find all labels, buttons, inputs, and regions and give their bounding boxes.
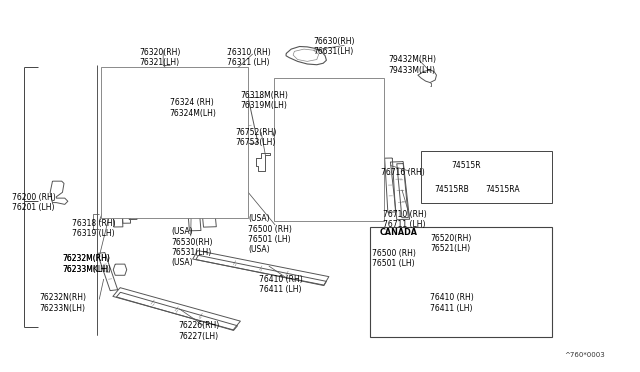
Text: 74515R: 74515R: [451, 161, 481, 170]
Text: 76200 (RH)
76201 (LH): 76200 (RH) 76201 (LH): [12, 193, 55, 212]
Text: 76232M(RH)
76233M(LH): 76232M(RH) 76233M(LH): [62, 254, 110, 274]
Text: 76630(RH)
76631(LH): 76630(RH) 76631(LH): [314, 37, 355, 56]
Bar: [421, 151, 552, 203]
Text: 76324 (RH)
76324M(LH): 76324 (RH) 76324M(LH): [170, 98, 216, 118]
Text: 76226(RH)
76227(LH): 76226(RH) 76227(LH): [178, 321, 219, 341]
Text: CANADA: CANADA: [380, 228, 417, 237]
Text: 79432M(RH)
79433M(LH): 79432M(RH) 79433M(LH): [388, 55, 436, 75]
Bar: [370, 227, 552, 337]
Bar: [101, 67, 248, 218]
Text: 74515RB: 74515RB: [434, 185, 468, 194]
Text: 76318 (RH)
76319 (LH): 76318 (RH) 76319 (LH): [72, 219, 115, 238]
Text: 76232N(RH)
76233N(LH): 76232N(RH) 76233N(LH): [40, 294, 86, 313]
Text: 76716 (RH): 76716 (RH): [381, 169, 424, 177]
Text: 76410 (RH)
76411 (LH): 76410 (RH) 76411 (LH): [430, 294, 474, 313]
Text: 76232M(RH)
76233MKLH): 76232M(RH) 76233MKLH): [62, 254, 111, 274]
Text: 76320(RH)
76321(LH): 76320(RH) 76321(LH): [140, 48, 181, 67]
Text: (USA)
76500 (RH)
76501 (LH)
(USA): (USA) 76500 (RH) 76501 (LH) (USA): [248, 214, 292, 254]
Text: 76318M(RH)
76319M(LH): 76318M(RH) 76319M(LH): [240, 91, 288, 110]
Text: 76410 (RH)
76411 (LH): 76410 (RH) 76411 (LH): [259, 275, 303, 294]
Text: 76752(RH)
76753(LH): 76752(RH) 76753(LH): [236, 128, 277, 147]
Text: 76500 (RH)
76501 (LH): 76500 (RH) 76501 (LH): [372, 249, 417, 268]
Text: 76520(RH)
76521(LH): 76520(RH) 76521(LH): [430, 234, 472, 253]
Bar: [274, 78, 384, 221]
Text: 76710 (RH)
76711 (LH): 76710 (RH) 76711 (LH): [383, 210, 426, 229]
Text: (USA)
76530(RH)
76531(LH)
(USA): (USA) 76530(RH) 76531(LH) (USA): [172, 227, 213, 267]
Text: 74515RA: 74515RA: [485, 185, 520, 194]
Text: ^760*0003: ^760*0003: [564, 352, 605, 358]
Text: 76310 (RH)
76311 (LH): 76310 (RH) 76311 (LH): [227, 48, 271, 67]
